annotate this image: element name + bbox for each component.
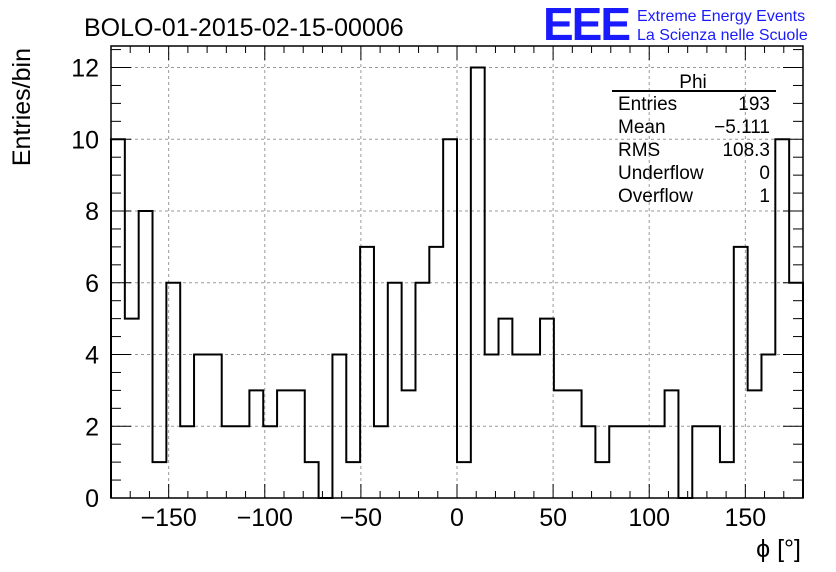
y-tick-label-2: 4 [85, 342, 99, 370]
stats-label-overflow: Overflow [618, 186, 693, 207]
eee-logo-line2: La Scienza nelle Scuole [637, 27, 808, 44]
y-tick-label-0: 0 [85, 485, 99, 513]
eee-logo: EEE Extreme Energy Events La Scienza nel… [543, 0, 808, 50]
histogram-outline [110, 66, 804, 499]
stats-value-underflow: 0 [759, 163, 770, 184]
y-tick-labels: 0 2 4 6 8 10 12 [71, 55, 99, 513]
x-tick-label-6: 150 [724, 504, 766, 532]
eee-logo-line1: Extreme Energy Events [637, 8, 805, 25]
x-tick-label-0: −150 [141, 504, 197, 532]
y-tick-label-6: 12 [71, 55, 99, 83]
stats-value-overflow: 1 [759, 186, 770, 207]
y-tick-label-5: 10 [71, 126, 99, 154]
stats-value-rms: 108.3 [722, 140, 770, 161]
eee-logo-mark: EEE [543, 0, 629, 50]
x-tick-label-1: −100 [237, 504, 293, 532]
x-tick-label-2: −50 [340, 504, 382, 532]
y-tick-label-3: 6 [85, 270, 99, 298]
stats-name: Phi [679, 72, 706, 93]
stats-label-entries: Entries [618, 94, 677, 115]
grid [111, 46, 803, 498]
x-tick-labels: −150 −100 −50 0 50 100 150 [141, 504, 767, 532]
chart-title: BOLO-01-2015-02-15-00006 [84, 14, 404, 42]
stats-rows: Entries 193 Mean −5.111 RMS 108.3 Underflow 0 Ov… [618, 94, 770, 207]
y-tick-label-1: 2 [85, 413, 99, 441]
y-tick-label-4: 8 [85, 198, 99, 226]
axis-ticks [111, 46, 803, 499]
y-axis-label: Entries/bin [8, 48, 36, 166]
x-tick-label-3: 0 [450, 504, 464, 532]
stats-label-mean: Mean [618, 117, 666, 138]
stats-label-rms: RMS [618, 140, 660, 161]
x-axis-label: ϕ [°] [756, 535, 801, 563]
x-tick-label-4: 50 [539, 504, 567, 532]
stats-value-mean: −5.111 [714, 117, 770, 138]
x-tick-label-5: 100 [628, 504, 670, 532]
stats-box: Phi Entries 193 Mean −5.111 RMS 108.3 Underflo… [612, 72, 776, 207]
stats-label-underflow: Underflow [618, 163, 704, 184]
stats-value-entries: 193 [738, 94, 770, 115]
